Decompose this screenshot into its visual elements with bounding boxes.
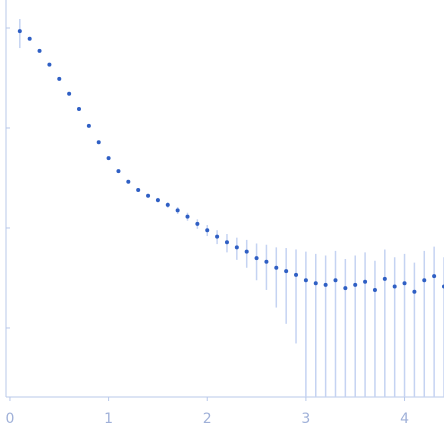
data-point [274, 265, 279, 270]
data-point [185, 214, 190, 219]
data-point [224, 240, 229, 245]
data-point [284, 269, 289, 274]
data-point [116, 169, 121, 174]
data-point [165, 202, 170, 207]
data-point [47, 62, 52, 67]
data-point [155, 198, 160, 203]
data-point [323, 282, 328, 287]
data-point [264, 259, 269, 264]
data-point [294, 272, 299, 277]
x-tick-label: 1 [104, 411, 113, 427]
x-tick-label: 4 [400, 411, 409, 427]
data-point [126, 179, 131, 184]
data-point [372, 287, 377, 292]
data-point [17, 29, 22, 34]
data-point [333, 278, 338, 283]
data-point [136, 187, 141, 192]
data-point [382, 276, 387, 281]
data-point [175, 208, 180, 213]
x-tick-label: 0 [5, 411, 14, 427]
data-point [412, 289, 417, 294]
data-point [67, 91, 72, 96]
data-point [422, 278, 427, 283]
data-point [215, 234, 220, 239]
data-point [254, 256, 259, 261]
data-point [363, 279, 368, 284]
data-point [392, 284, 397, 289]
data-point [432, 274, 437, 279]
data-point [343, 286, 348, 291]
data-point [244, 249, 249, 254]
data-point [205, 228, 210, 233]
data-point [86, 123, 91, 128]
data-point [195, 221, 200, 226]
data-point [234, 245, 239, 250]
data-point [313, 281, 318, 286]
data-point [27, 36, 32, 41]
data-point [303, 278, 308, 283]
data-point [96, 140, 101, 145]
x-tick-label: 2 [203, 411, 212, 427]
data-point [402, 281, 407, 286]
x-tick-label: 3 [301, 411, 310, 427]
data-point [146, 193, 151, 198]
data-point [106, 156, 111, 161]
data-point [77, 106, 81, 111]
data-point [57, 76, 62, 81]
data-point [353, 282, 358, 287]
data-point [37, 48, 42, 53]
plot-area [17, 18, 444, 397]
